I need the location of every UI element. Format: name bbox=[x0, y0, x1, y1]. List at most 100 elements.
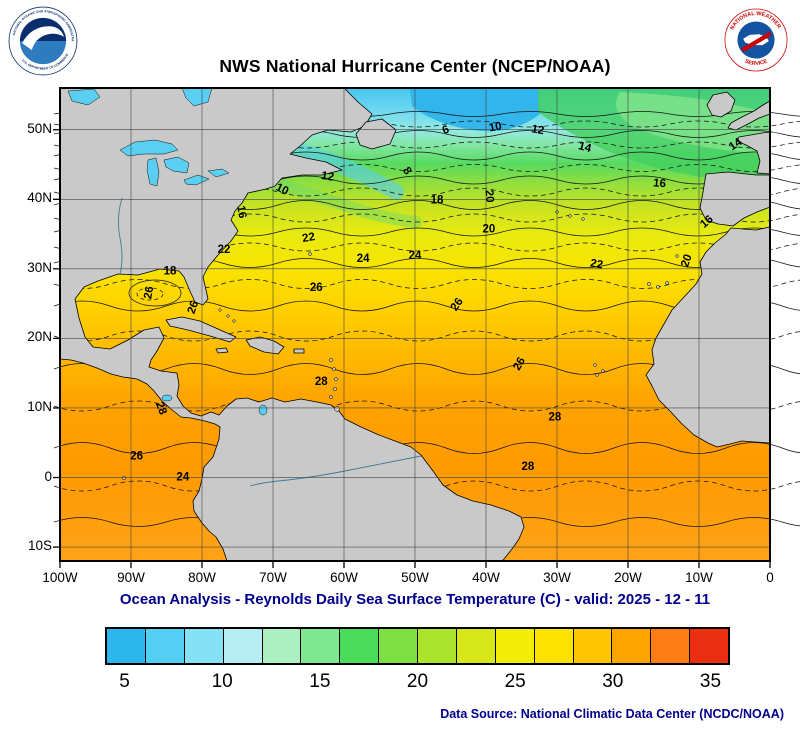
map-caption: Ocean Analysis - Reynolds Daily Sea Surf… bbox=[119, 591, 711, 608]
nws-logo-icon: NATIONAL WEATHER SERVICE bbox=[724, 8, 788, 72]
contour-label: 26 bbox=[449, 296, 466, 313]
colorbar-segment bbox=[456, 629, 496, 663]
colorbar-segment bbox=[612, 629, 652, 663]
contour-label: 24 bbox=[176, 471, 189, 483]
colorbar-segment bbox=[495, 629, 535, 663]
mississippi-river bbox=[117, 197, 123, 275]
ireland-island bbox=[706, 91, 736, 118]
x-axis-label: 60W bbox=[330, 570, 358, 585]
contour-label: 20 bbox=[482, 189, 495, 203]
y-axis-label: 10N bbox=[27, 398, 52, 414]
contour-label: 18 bbox=[164, 265, 177, 277]
labrador-cool-band bbox=[288, 142, 404, 200]
x-axis-label: 100W bbox=[42, 570, 78, 585]
noaa-logo-icon: NATIONAL OCEANIC AND ATMOSPHERIC ADMINIS… bbox=[7, 3, 78, 76]
gulf-loop-contour bbox=[128, 279, 182, 307]
noaa-logo: NATIONAL OCEANIC AND ATMOSPHERIC ADMINIS… bbox=[7, 3, 78, 76]
contour-label: 14 bbox=[577, 140, 593, 155]
colorbar-segment bbox=[534, 629, 574, 663]
isotherm-line bbox=[53, 330, 800, 342]
contour-label: 26 bbox=[130, 450, 143, 462]
contour-label: 28 bbox=[521, 461, 534, 473]
newfoundland-island bbox=[355, 118, 397, 150]
contour-label: 26 bbox=[511, 355, 528, 372]
map-frame bbox=[59, 87, 771, 562]
colorbar-tick-label: 10 bbox=[211, 671, 233, 692]
x-axis-label: 10W bbox=[685, 570, 713, 585]
colorbar-segment bbox=[262, 629, 302, 663]
colorbar-tick-label: 35 bbox=[699, 671, 722, 692]
lat-lon-grid bbox=[60, 88, 770, 561]
contour-label: 16 bbox=[653, 177, 667, 190]
lakes bbox=[67, 87, 268, 416]
colorbar-segment bbox=[340, 629, 380, 663]
france-landmass bbox=[736, 131, 771, 175]
contour-label: 18 bbox=[431, 194, 444, 206]
y-axis-label: 20N bbox=[27, 329, 52, 345]
isotherm-line bbox=[53, 480, 800, 492]
contour-label: 26 bbox=[142, 285, 156, 300]
colorbar-segment bbox=[223, 629, 263, 663]
shelf-cool-band bbox=[268, 178, 422, 228]
contour-label: 26 bbox=[186, 299, 202, 315]
y-axis-label: 30N bbox=[27, 259, 52, 275]
uk-landmass bbox=[727, 100, 771, 131]
colorbar-tick-label: 25 bbox=[504, 671, 526, 692]
contour-label: 22 bbox=[218, 244, 231, 256]
nws-logo: NATIONAL WEATHER SERVICE bbox=[724, 8, 788, 72]
contour-label: 12 bbox=[530, 123, 545, 137]
small-islands bbox=[122, 210, 679, 480]
contour-label: 20 bbox=[482, 224, 495, 236]
axis-ticks bbox=[53, 129, 771, 568]
contour-label: 28 bbox=[153, 400, 169, 417]
contour-label: 24 bbox=[357, 253, 370, 265]
isotherm-line bbox=[53, 442, 800, 454]
contour-label: 6 bbox=[441, 124, 451, 137]
amazon-river bbox=[249, 455, 422, 487]
x-axis-label: 30W bbox=[543, 570, 571, 585]
colorbar-segment bbox=[418, 629, 457, 663]
jamaica-island bbox=[215, 347, 229, 354]
hispaniola-island bbox=[245, 336, 285, 355]
data-source: Data Source: National Climatic Data Cent… bbox=[440, 707, 784, 721]
sst-map-plot: 6 10 12 14 14 16 8 10 12 16 18 20 16 22 22 24 24 20 22 20 18… bbox=[27, 87, 800, 585]
svg-text:SERVICE: SERVICE bbox=[744, 58, 769, 67]
noaa-gull-icon bbox=[22, 26, 64, 51]
contour-label: 20 bbox=[679, 253, 695, 269]
contour-label: 28 bbox=[548, 411, 561, 423]
contour-label: 24 bbox=[409, 250, 422, 262]
contour-label: 28 bbox=[315, 376, 328, 388]
x-axis-label: 0 bbox=[766, 570, 774, 585]
contour-label: 26 bbox=[310, 282, 323, 294]
colorbar-tick-label: 20 bbox=[406, 671, 429, 692]
gulf-loop-contour-inner bbox=[136, 287, 164, 301]
y-axis-label: 10S bbox=[27, 538, 52, 554]
temperature-colorbar bbox=[105, 627, 730, 665]
africa-landmass bbox=[645, 226, 771, 448]
y-axis-label: 50N bbox=[27, 120, 52, 136]
colorbar-segment bbox=[184, 629, 224, 663]
contour-label: 10 bbox=[274, 181, 291, 197]
nws-red-stripe bbox=[741, 31, 772, 53]
colorbar-segment bbox=[573, 629, 613, 663]
x-axis-label: 40W bbox=[472, 570, 500, 585]
puerto-rico-island bbox=[293, 348, 305, 354]
cuba-island bbox=[165, 316, 237, 343]
x-axis-label: 50W bbox=[401, 570, 429, 585]
x-axis-label: 80W bbox=[188, 570, 216, 585]
contour-label: 12 bbox=[320, 170, 335, 184]
x-axis-label: 70W bbox=[259, 570, 287, 585]
contour-label: 16 bbox=[234, 205, 248, 220]
contour-label: 10 bbox=[488, 120, 503, 134]
page-title: NWS National Hurricane Center (NCEP/NOAA… bbox=[219, 56, 611, 76]
colorbar-segment bbox=[107, 629, 146, 663]
x-axis-label: 20W bbox=[614, 570, 642, 585]
colorbar-segment bbox=[379, 629, 418, 663]
colorbar-segments bbox=[107, 629, 728, 663]
colorbar-segment bbox=[301, 629, 341, 663]
x-axis-label: 90W bbox=[117, 570, 145, 585]
americas-landmass bbox=[59, 87, 525, 562]
contour-label: 22 bbox=[301, 231, 316, 245]
